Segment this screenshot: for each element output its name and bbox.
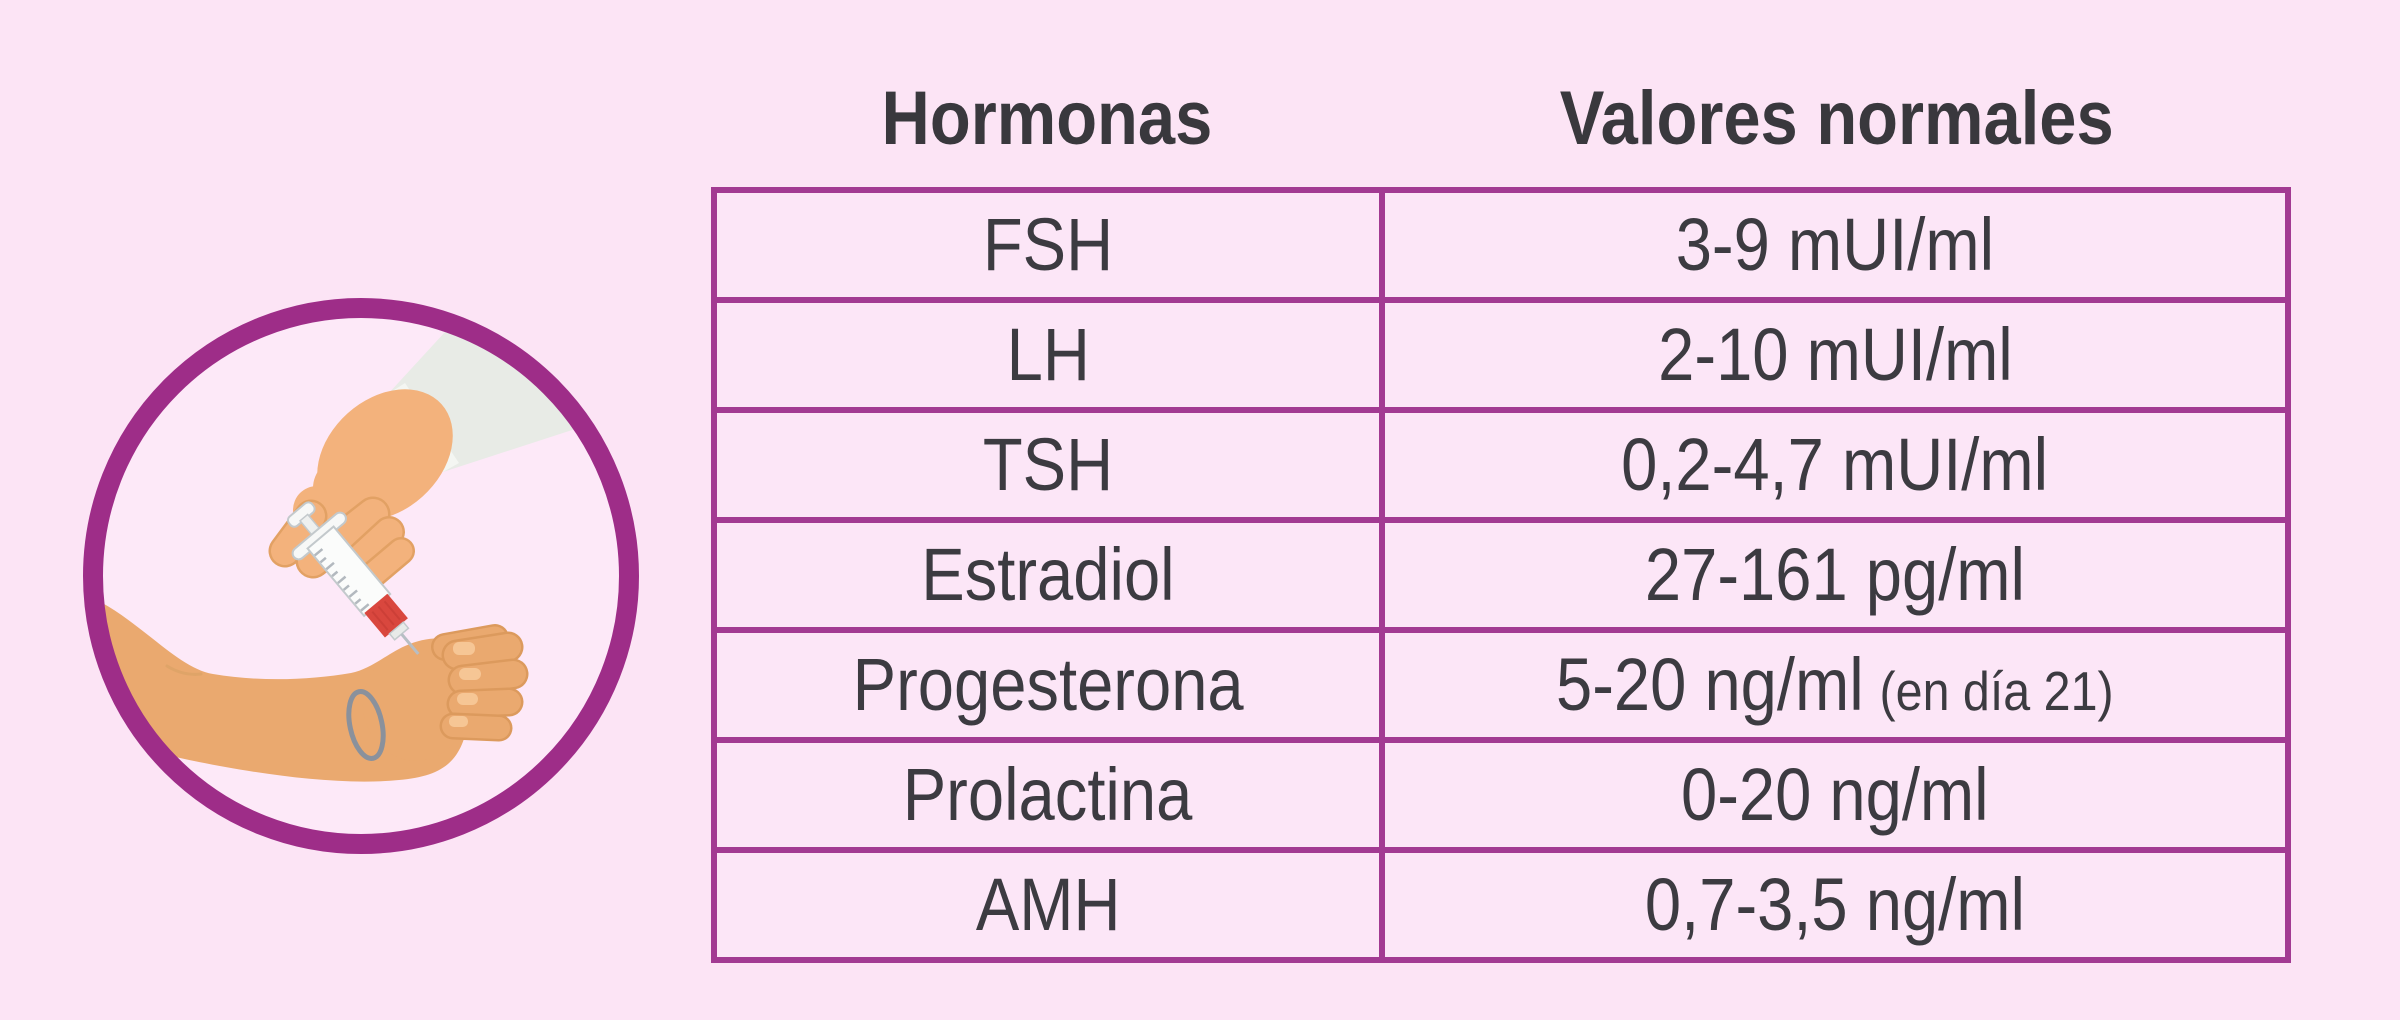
- hormone-name: Progesterona: [852, 643, 1244, 726]
- hormone-value-cell: 0-20 ng/ml: [1385, 743, 2285, 847]
- hormone-value: 3-9 mUI/ml: [1675, 203, 1995, 286]
- circle-ring: [83, 298, 639, 854]
- table-row: TSH 0,2-4,7 mUI/ml: [717, 413, 2285, 523]
- hormone-value-cell: 5-20 ng/ml (en día 21): [1385, 633, 2285, 737]
- elbow-crease: [165, 664, 203, 676]
- hormone-value-note: (en día 21): [1879, 660, 2114, 722]
- table-row: LH 2-10 mUI/ml: [717, 303, 2285, 413]
- hormone-name: Estradiol: [921, 533, 1175, 616]
- hormone-value-cell: 0,2-4,7 mUI/ml: [1385, 413, 2285, 517]
- hormone-name-cell: TSH: [717, 413, 1385, 517]
- table-header-row: Hormonas Valores normales: [711, 0, 2291, 187]
- hormone-name-cell: LH: [717, 303, 1385, 407]
- knuckle-highlights: [449, 642, 481, 727]
- hormone-name-cell: AMH: [717, 853, 1385, 957]
- hormone-value: 0,7-3,5 ng/ml: [1644, 863, 2026, 946]
- hormone-value: 0-20 ng/ml: [1681, 753, 1989, 836]
- hormone-name-cell: Prolactina: [717, 743, 1385, 847]
- hormone-value-cell: 3-9 mUI/ml: [1385, 193, 2285, 297]
- hormone-value-cell: 2-10 mUI/ml: [1385, 303, 2285, 407]
- hormone-value: 5-20 ng/ml: [1556, 643, 1864, 726]
- hormone-name: LH: [1006, 313, 1090, 396]
- needle: [400, 633, 420, 655]
- column-header-values: Valores normales: [1559, 76, 2114, 161]
- hormone-table: FSH 3-9 mUI/ml LH 2-10 mUI/ml TSH: [711, 187, 2291, 963]
- table-row: AMH 0,7-3,5 ng/ml: [717, 853, 2285, 957]
- hormone-table-block: Hormonas Valores normales FSH 3-9 mUI/ml…: [711, 0, 2291, 963]
- hormone-value: 0,2-4,7 mUI/ml: [1621, 423, 2049, 506]
- hormone-name-cell: Estradiol: [717, 523, 1385, 627]
- hormone-name-cell: Progesterona: [717, 633, 1385, 737]
- hormone-value-cell: 0,7-3,5 ng/ml: [1385, 853, 2285, 957]
- bracelet: [346, 689, 386, 761]
- hormone-value: 2-10 mUI/ml: [1657, 313, 2013, 396]
- table-row: Progesterona 5-20 ng/ml (en día 21): [717, 633, 2285, 743]
- column-header-hormones: Hormonas: [881, 76, 1212, 161]
- patient-fingers: [439, 631, 529, 742]
- syringe-icon: [286, 501, 420, 655]
- blood-draw-illustration: [83, 298, 639, 854]
- hormone-name: AMH: [975, 863, 1121, 946]
- hormone-value-cell: 27-161 pg/ml: [1385, 523, 2285, 627]
- table-row: Prolactina 0-20 ng/ml: [717, 743, 2285, 853]
- syringe-scale-ticks: [313, 548, 370, 612]
- hormone-name: FSH: [982, 203, 1114, 286]
- table-row: Estradiol 27-161 pg/ml: [717, 523, 2285, 633]
- table-row: FSH 3-9 mUI/ml: [717, 193, 2285, 303]
- hormone-name: TSH: [982, 423, 1114, 506]
- hormone-value: 27-161 pg/ml: [1644, 533, 2026, 616]
- hormone-name-cell: FSH: [717, 193, 1385, 297]
- hormone-name: Prolactina: [903, 753, 1193, 836]
